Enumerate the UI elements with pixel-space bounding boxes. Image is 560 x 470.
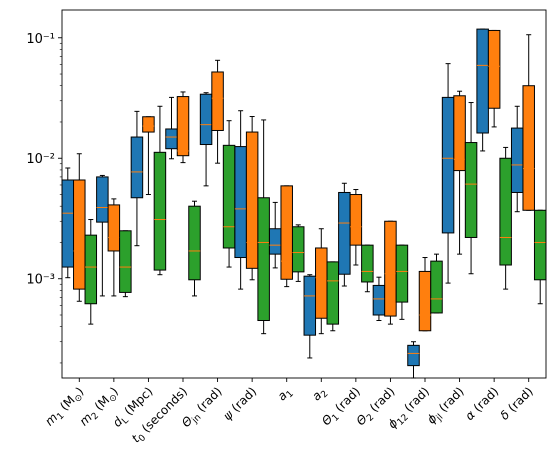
box-body [326, 261, 340, 325]
x-tick-label: ψ (rad) [220, 384, 259, 423]
box-3-series-1 [176, 91, 190, 164]
box-body [499, 157, 512, 266]
box-7-series-2 [326, 261, 340, 332]
box-body [222, 144, 236, 249]
box-body [199, 93, 213, 146]
box-0-series-2 [84, 219, 98, 325]
box-1-series-0 [96, 174, 109, 297]
box-9-series-0 [372, 276, 386, 322]
box-3-series-2 [188, 200, 201, 297]
box-11-series-0 [441, 63, 455, 284]
box-body [142, 116, 155, 133]
box-body [395, 244, 409, 303]
box-9-series-2 [395, 244, 409, 320]
box-4-series-2 [222, 120, 236, 268]
box-12-series-0 [476, 28, 489, 152]
box-body [372, 284, 386, 316]
box-10-series-1 [418, 257, 432, 332]
x-tick-label: α (rad) [462, 384, 501, 423]
box-0-series-1 [73, 153, 86, 302]
box-body [464, 142, 478, 238]
y-tick-label: 10⁻³ [26, 273, 55, 288]
box-body [245, 131, 259, 269]
box-body [176, 96, 190, 157]
box-body [510, 127, 524, 193]
box-body [476, 28, 489, 134]
box-body [107, 204, 121, 252]
box-12-series-1 [487, 29, 501, 128]
box-2-series-2 [153, 105, 167, 276]
box-body [384, 220, 397, 317]
box-body [96, 176, 109, 223]
box-body [268, 228, 282, 255]
box-body [73, 179, 86, 290]
box-8-series-1 [349, 189, 363, 266]
box-body [188, 205, 201, 281]
box-body [165, 128, 178, 150]
x-tick-label: ϕjl (rad) [424, 384, 469, 429]
box-body [349, 194, 363, 246]
box-body [234, 146, 247, 259]
box-2-series-1 [142, 116, 155, 196]
box-6-series-1 [280, 185, 293, 288]
box-6-series-0 [268, 201, 282, 269]
box-9-series-1 [384, 220, 397, 325]
box-4-series-0 [199, 92, 213, 187]
x-tick-label: a2 [309, 384, 330, 405]
box-body [130, 136, 144, 199]
box-body [280, 185, 293, 280]
y-tick-label: 10⁻² [26, 152, 55, 167]
box-body [303, 275, 317, 336]
x-tick-label: δ (rad) [497, 384, 535, 422]
box-13-series-0 [510, 105, 524, 213]
box-5-series-1 [245, 116, 259, 281]
box-body [487, 29, 501, 109]
y-axis: 10⁻³ 10⁻² 10⁻¹ [26, 32, 62, 364]
box-body [522, 85, 535, 211]
y-tick-label: 10⁻¹ [26, 32, 55, 47]
box-8-series-2 [361, 244, 374, 293]
box-body [338, 191, 351, 275]
box-10-series-0 [407, 341, 420, 379]
box-6-series-2 [291, 224, 305, 282]
box-4-series-1 [211, 59, 224, 164]
box-body [61, 179, 75, 268]
box-body [430, 260, 443, 314]
box-body [407, 344, 420, 367]
box-1-series-1 [107, 198, 121, 297]
box-body [291, 226, 305, 273]
box-body [533, 209, 547, 281]
box-11-series-1 [453, 90, 466, 255]
box-5-series-2 [257, 119, 270, 335]
x-tick-label: a1 [275, 384, 296, 405]
box-7-series-0 [303, 274, 317, 359]
box-0-series-0 [61, 167, 75, 279]
plot-content [61, 28, 547, 379]
box-11-series-2 [464, 102, 478, 275]
box-body [441, 96, 455, 234]
box-10-series-2 [430, 253, 443, 314]
box-body [119, 230, 132, 293]
x-axis: m1 (M⊙)m2 (M⊙)dL (Mpc)t0 (seconds)Θjn (r… [42, 378, 536, 446]
box-12-series-2 [499, 146, 512, 290]
box-body [315, 247, 328, 319]
box-13-series-2 [533, 209, 547, 305]
box-3-series-0 [165, 96, 178, 160]
box-5-series-0 [234, 110, 247, 290]
box-1-series-2 [119, 230, 132, 298]
box-8-series-0 [338, 182, 351, 287]
box-body [211, 71, 224, 131]
box-body [453, 95, 466, 172]
box-body [257, 197, 270, 322]
box-body [418, 270, 432, 332]
box-body [84, 234, 98, 305]
box-body [361, 244, 374, 283]
box-body [153, 151, 167, 271]
axes-frame [61, 9, 547, 379]
box-13-series-1 [522, 34, 535, 211]
box-2-series-0 [130, 110, 144, 247]
box-7-series-1 [315, 228, 328, 335]
